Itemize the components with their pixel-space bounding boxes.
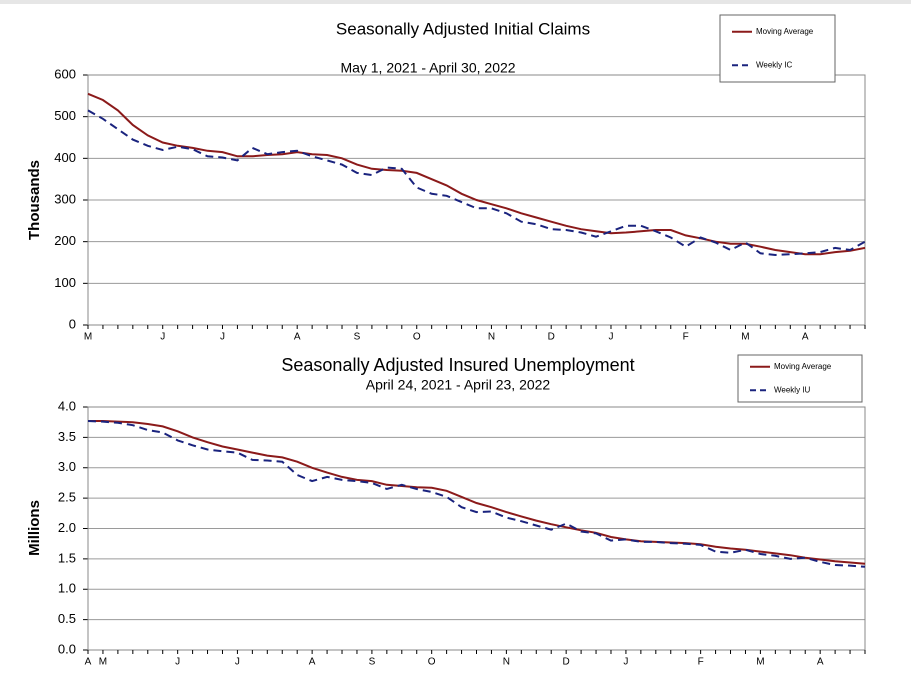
x-tick-label: N [488,332,495,343]
y-tick-label: 2.5 [58,490,76,505]
data-line [87,109,866,257]
x-tick-label: A [802,332,809,343]
y-tick-label: 1.0 [58,581,76,596]
x-tick-label: A [817,657,824,668]
x-tick-label: N [503,657,510,668]
x-tick-label: A [309,657,316,668]
legend: Moving Average Weekly IC [719,14,836,83]
chart-subtitle: April 24, 2021 - April 23, 2022 [366,377,551,393]
legend-box [737,354,863,403]
legend: Moving Average Weekly IU [737,354,863,403]
legend-label: Weekly IU [774,385,811,394]
x-tick-label: A [85,657,92,668]
x-tick-label: J [235,657,240,668]
x-tick-label: O [413,332,421,343]
x-tick-label: O [428,657,436,668]
x-tick-label: J [220,332,225,343]
data-line [88,420,866,565]
legend-box [719,14,836,83]
y-tick-label: 2.0 [58,520,76,535]
x-tick-label: M [741,332,749,343]
x-tick-label: S [369,657,376,668]
y-tick-label: 100 [54,275,76,290]
x-tick-label: F [698,657,704,668]
y-tick-label: 1.5 [58,550,76,565]
x-tick-label: M [756,657,764,668]
y-axis-label: Millions [26,500,43,556]
x-tick-label: D [563,657,570,668]
y-tick-label: 0.0 [58,641,76,656]
y-tick-label: 400 [54,150,76,165]
chart-subtitle: May 1, 2021 - April 30, 2022 [340,60,515,76]
data-line [87,92,866,256]
x-tick-label: J [160,332,165,343]
x-tick-label: A [294,332,301,343]
top-bar [0,0,911,4]
y-tick-label: 300 [54,191,76,206]
y-tick-label: 600 [54,66,76,81]
x-tick-label: D [548,332,555,343]
x-tick-label: F [683,332,689,343]
y-tick-label: 0 [69,316,76,331]
chart-title: Seasonally Adjusted Insured Unemployment [281,355,634,375]
x-tick-label: J [608,332,613,343]
chart-title: Seasonally Adjusted Initial Claims [336,19,590,38]
y-tick-label: 500 [54,108,76,123]
x-tick-label: J [175,657,180,668]
y-tick-label: 200 [54,233,76,248]
y-tick-label: 3.0 [58,459,76,474]
y-tick-label: 4.0 [58,398,76,413]
y-tick-label: 0.5 [58,611,76,626]
x-tick-label: S [354,332,361,343]
data-line [87,420,866,568]
legend-label: Moving Average [774,362,832,371]
y-axis-label: Thousands [26,160,43,240]
x-tick-label: M [84,332,92,343]
x-tick-label: M [99,657,107,668]
y-tick-label: 3.5 [58,429,76,444]
x-tick-label: J [623,657,628,668]
legend-label: Weekly IC [756,60,793,69]
legend-label: Moving Average [756,27,814,36]
